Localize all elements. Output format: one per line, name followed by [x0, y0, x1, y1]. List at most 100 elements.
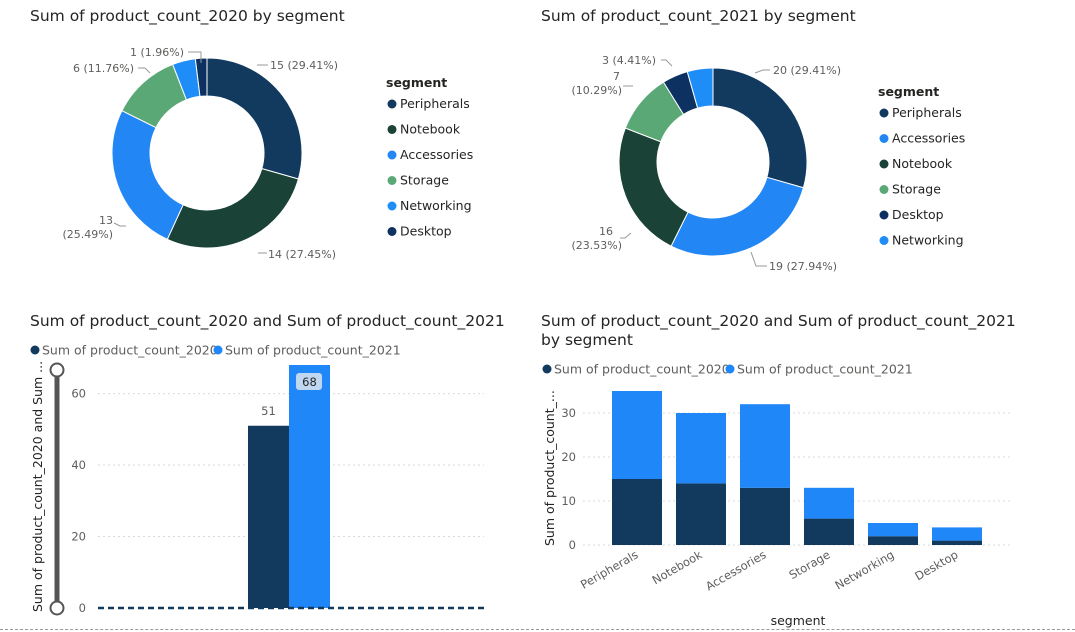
y-tick-label: 20 — [561, 450, 576, 464]
stacked-title-line2: by segment — [541, 331, 633, 349]
data-label-leader — [750, 251, 767, 267]
x-axis-label: segment — [771, 613, 826, 628]
legend-marker-sum-of-product-count-2020 — [30, 345, 40, 355]
bar-peripherals-2021[interactable] — [612, 391, 662, 479]
data-label-leader — [188, 51, 202, 63]
range-slider-top-handle[interactable] — [49, 362, 65, 378]
x-tick-label-peripherals: Peripherals — [578, 547, 641, 591]
donut-2020-chart[interactable]: 15 (29.41%) 14 (27.45%) 13(25.49%) 6 (11.76… — [0, 30, 530, 290]
data-label-leader — [113, 222, 126, 227]
legend-marker-storage — [879, 185, 889, 194]
legend-item-peripherals[interactable]: Peripherals — [400, 96, 470, 111]
data-label: 16 — [599, 225, 613, 238]
bar-sum-of-product-count-2021[interactable] — [289, 365, 330, 608]
data-label: (10.29%) — [571, 84, 622, 97]
legend-item-sum-of-product-count-2021[interactable]: Sum of product_count_2021 — [225, 343, 401, 358]
donut-2021-title: Sum of product_count_2021 by segment — [541, 7, 856, 25]
slice-notebook[interactable] — [618, 127, 689, 247]
data-label: 1 (1.96%) — [130, 46, 184, 59]
slice-peripherals[interactable] — [712, 67, 808, 189]
page-bottom-divider — [0, 629, 1075, 630]
data-label: 13 — [99, 214, 113, 227]
y-tick-label: 20 — [71, 530, 86, 544]
bar-accessories-2021[interactable] — [740, 404, 790, 488]
slice-networking[interactable] — [686, 67, 714, 109]
legend-item-desktop[interactable]: Desktop — [400, 224, 452, 239]
bar-networking-2021[interactable] — [868, 523, 918, 537]
legend-marker-sum-of-product-count-2020 — [542, 364, 552, 374]
data-label: (25.49%) — [62, 228, 113, 241]
x-tick-label-notebook: Notebook — [650, 547, 705, 587]
legend-item-notebook[interactable]: Notebook — [892, 156, 953, 171]
bar-desktop-2020[interactable] — [932, 540, 982, 545]
data-label-leader — [754, 69, 770, 74]
legend-title: segment — [878, 84, 939, 99]
legend-marker-desktop — [879, 210, 889, 220]
data-label-background — [296, 373, 322, 390]
data-label: 6 (11.76%) — [73, 62, 134, 75]
slice-notebook[interactable] — [166, 167, 299, 249]
y-axis-label: Sum of product_count_... — [542, 390, 557, 546]
range-slider-bottom-handle[interactable] — [49, 600, 65, 616]
y-tick-label: 60 — [71, 387, 86, 401]
y-tick-label: 10 — [561, 494, 576, 508]
data-label: (23.53%) — [571, 239, 622, 252]
legend-item-notebook[interactable]: Notebook — [400, 122, 461, 137]
legend-marker-notebook — [387, 125, 397, 134]
bar-sum-of-product-count-2020[interactable] — [248, 425, 289, 608]
legend-item-storage[interactable]: Storage — [400, 173, 449, 188]
legend-title: segment — [386, 75, 447, 90]
legend-item-accessories[interactable]: Accessories — [892, 131, 965, 146]
bar-peripherals-2020[interactable] — [612, 479, 662, 545]
legend-item-storage[interactable]: Storage — [892, 182, 941, 197]
slice-desktop[interactable] — [194, 57, 208, 97]
legend-marker-accessories — [387, 150, 397, 160]
data-label: 20 (29.41%) — [773, 64, 841, 77]
data-label: 68 — [302, 375, 317, 389]
y-tick-label: 30 — [561, 406, 576, 420]
y-axis-label: Sum of product_count_2020 and Sum ... — [30, 361, 45, 612]
data-label: 19 (27.94%) — [769, 260, 837, 273]
slice-accessories[interactable] — [111, 109, 184, 240]
legend-item-accessories[interactable]: Accessories — [400, 147, 473, 162]
bar-storage-2021[interactable] — [804, 487, 854, 519]
bar-storage-2020[interactable] — [804, 518, 854, 545]
legend-marker-networking — [387, 201, 397, 211]
legend-item-sum-of-product-count-2020[interactable]: Sum of product_count_2020 — [554, 362, 730, 377]
legend-marker-peripherals — [387, 99, 397, 109]
x-tick-label-networking: Networking — [833, 547, 897, 592]
donut-2021-chart[interactable]: 20 (29.41%) 19 (27.94%) 16(23.53%) 7(10.29%… — [530, 30, 1075, 290]
legend-item-desktop[interactable]: Desktop — [892, 207, 944, 222]
stacked-chart[interactable]: Sum of product_count_2020 Sum of product_… — [530, 355, 1075, 630]
data-label: 15 (29.41%) — [270, 59, 338, 72]
legend-item-networking[interactable]: Networking — [400, 198, 472, 213]
bar-networking-2020[interactable] — [868, 536, 918, 545]
legend-item-sum-of-product-count-2020[interactable]: Sum of product_count_2020 — [42, 343, 218, 358]
y-tick-label: 40 — [71, 458, 86, 472]
legend-item-networking[interactable]: Networking — [892, 233, 964, 248]
x-tick-label-desktop: Desktop — [912, 547, 960, 583]
data-label: 3 (4.41%) — [602, 54, 656, 67]
legend-marker-storage — [387, 176, 397, 185]
y-tick-label: 0 — [569, 538, 576, 552]
legend-marker-networking — [879, 236, 889, 245]
x-tick-label-accessories: Accessories — [703, 547, 768, 593]
bar-notebook-2021[interactable] — [676, 413, 726, 484]
legend-item-sum-of-product-count-2021[interactable]: Sum of product_count_2021 — [737, 362, 913, 377]
slice-peripherals[interactable] — [206, 57, 303, 180]
legend-marker-notebook — [879, 159, 889, 169]
totals-chart[interactable]: Sum of product_count_2020 Sum of product_… — [0, 335, 530, 625]
legend-marker-desktop — [387, 227, 397, 236]
data-label: 14 (27.45%) — [268, 248, 336, 261]
data-label-leader — [138, 67, 151, 74]
slice-accessories[interactable] — [670, 176, 805, 257]
bar-accessories-2020[interactable] — [740, 487, 790, 545]
bar-notebook-2020[interactable] — [676, 483, 726, 545]
data-label: 7 — [613, 70, 620, 83]
legend-item-peripherals[interactable]: Peripherals — [892, 105, 962, 120]
data-label-leader — [620, 232, 632, 239]
bar-desktop-2021[interactable] — [932, 527, 982, 541]
legend-marker-accessories — [879, 134, 889, 143]
y-tick-label: 0 — [79, 601, 86, 615]
data-label-leader — [661, 59, 673, 67]
